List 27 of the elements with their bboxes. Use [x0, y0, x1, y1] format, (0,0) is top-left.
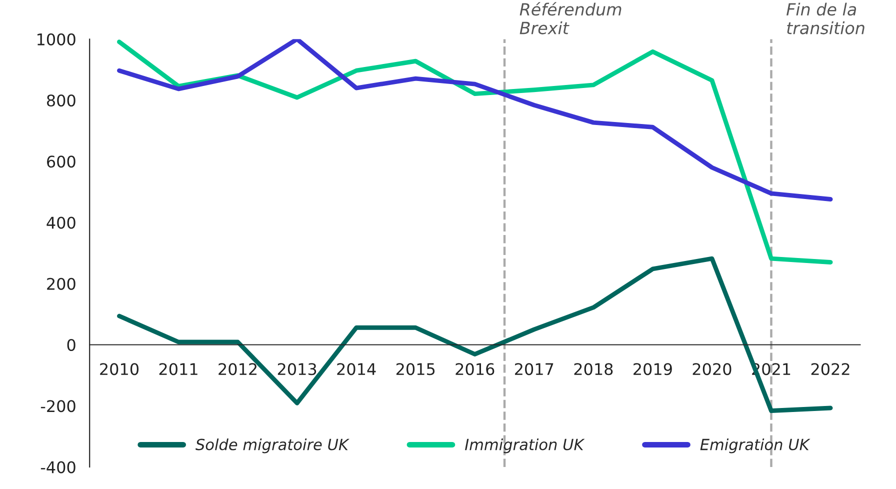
y-tick-label: 800 — [47, 94, 76, 107]
x-tick-label: 2014 — [337, 363, 376, 376]
x-tick-label: 2010 — [100, 363, 138, 376]
legend-label: Immigration UK — [465, 438, 585, 454]
x-tick-label: 2015 — [396, 363, 435, 376]
y-tick-label: 200 — [47, 278, 76, 290]
x-tick-label: 2018 — [574, 363, 613, 376]
x-tick-label: 2011 — [159, 363, 198, 376]
x-tick-label: 2013 — [278, 363, 316, 376]
x-tick-label: 2017 — [515, 363, 554, 376]
y-tick-label: 1000 — [38, 33, 76, 46]
ref-line-label: Fin de la transition — [786, 2, 864, 34]
line-series — [117, 39, 833, 202]
y-tick-label: 600 — [47, 156, 76, 168]
legend-label: Emigration UK — [700, 438, 810, 454]
x-tick-label: 2022 — [811, 363, 850, 376]
x-tick-label: 2020 — [692, 363, 732, 376]
y-tick-label: 0 — [67, 338, 76, 352]
y-tick-label: -200 — [40, 400, 76, 412]
ref-line-label: Référendum Brexit — [520, 2, 622, 34]
y-tick-label: 400 — [46, 216, 76, 229]
x-tick-label: 2016 — [456, 363, 494, 376]
y-tick-label: -400 — [40, 461, 76, 474]
x-tick-label: 2019 — [634, 363, 672, 376]
line-series — [117, 40, 833, 264]
x-tick-label: 2012 — [218, 363, 257, 376]
legend-label: Solde migratoire UK — [196, 438, 350, 454]
